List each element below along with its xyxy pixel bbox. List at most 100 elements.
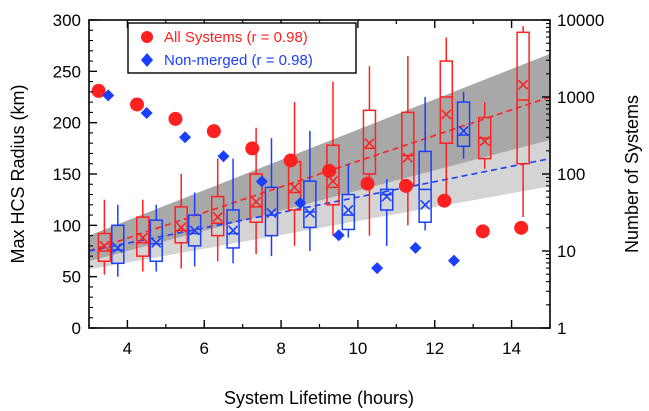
box-nonmerged-16 <box>264 138 279 257</box>
system-count-markers <box>91 83 529 275</box>
count-point-nonmerged <box>332 229 345 242</box>
count-point-all <box>322 163 337 178</box>
box-body <box>341 193 356 231</box>
y-tick-label: 0 <box>72 319 81 338</box>
count-point-all <box>206 124 221 139</box>
legend: All Systems (r = 0.98) Non-merged (r = 0… <box>127 22 357 74</box>
y-axis-title: Max HCS Radius (km) <box>8 84 28 263</box>
box-body <box>149 219 163 263</box>
box-mean-marker <box>441 109 452 120</box>
y2-axis-title: Number of Systems <box>622 95 642 253</box>
box-mean-marker <box>99 240 110 251</box>
count-point-nonmerged <box>140 106 153 119</box>
box-nonmerged-20 <box>418 97 432 231</box>
box-mean-marker <box>137 232 148 243</box>
fit-lines <box>89 96 550 252</box>
box-mean-marker <box>189 225 200 236</box>
box-body <box>97 232 112 263</box>
count-point-nonmerged <box>447 254 460 267</box>
box-mean-marker <box>176 222 187 233</box>
legend-label-all: All Systems (r = 0.98) <box>164 29 308 46</box>
box-mean-marker <box>381 191 392 202</box>
count-point-all <box>475 224 490 239</box>
count-point-all <box>514 220 529 235</box>
band-dark <box>89 53 550 262</box>
box-body <box>187 214 202 247</box>
y-tick-label: 200 <box>53 114 81 133</box>
box-mean-marker <box>518 79 529 90</box>
box-body <box>111 224 125 265</box>
count-point-all <box>168 111 183 126</box>
box-mean-marker <box>289 182 300 193</box>
box-body <box>379 188 394 211</box>
box-all-0 <box>97 199 112 275</box>
box-mean-marker <box>227 225 239 236</box>
box-body <box>210 195 225 237</box>
y2-tick-label: 10000 <box>557 11 604 30</box>
box-body <box>516 31 530 165</box>
y-tick-label: 100 <box>53 216 81 235</box>
box-mean-marker <box>304 207 315 219</box>
y-tick-label: 250 <box>53 62 81 81</box>
x-tick-label: 8 <box>276 339 285 358</box>
legend-label-nonmerged: Non-merged (r = 0.98) <box>164 52 313 69</box>
count-point-all <box>398 178 413 193</box>
box-nonmerged-19 <box>379 179 394 246</box>
count-point-all <box>91 83 106 98</box>
count-point-nonmerged <box>217 150 230 163</box>
box-body <box>418 150 432 224</box>
box-plots <box>97 26 530 277</box>
count-point-nonmerged <box>179 131 192 144</box>
count-point-nonmerged <box>255 175 268 188</box>
count-point-nonmerged <box>409 241 422 254</box>
box-mean-marker <box>327 176 339 187</box>
count-point-all <box>360 176 375 191</box>
box-mean-marker <box>212 212 223 223</box>
box-mean-marker <box>266 207 277 219</box>
box-mean-marker <box>402 152 413 163</box>
box-mean-marker <box>251 196 262 207</box>
box-mean-marker <box>458 125 469 136</box>
x-tick-label: 12 <box>425 339 444 358</box>
count-point-all <box>130 97 145 112</box>
box-mean-marker <box>151 237 162 248</box>
x-axis-title: System Lifetime (hours) <box>224 388 414 408</box>
count-point-nonmerged <box>102 89 115 102</box>
box-all-11 <box>516 26 530 218</box>
box-mean-marker <box>364 138 375 149</box>
x-tick-label: 4 <box>123 339 132 358</box>
x-tick-label: 14 <box>502 339 521 358</box>
box-body <box>264 186 279 237</box>
count-point-all <box>437 193 452 208</box>
box-body <box>456 101 471 148</box>
x-tick-label: 10 <box>348 339 367 358</box>
fit-line-nonmerged <box>89 157 550 252</box>
box-body <box>439 60 454 144</box>
box-body <box>249 173 263 224</box>
box-all-3 <box>210 158 225 262</box>
count-point-nonmerged <box>371 262 384 275</box>
count-point-all <box>245 141 260 156</box>
box-mean-marker <box>343 204 354 215</box>
x-tick-label: 6 <box>200 339 209 358</box>
y-tick-label: 300 <box>53 11 81 30</box>
box-nonmerged-21 <box>456 91 471 159</box>
box-body <box>226 209 240 249</box>
box-mean-marker <box>420 199 431 210</box>
x-axis: 4 6 8 10 12 14 <box>88 20 551 358</box>
legend-box <box>127 22 357 74</box>
y-tick-label: 50 <box>62 268 81 287</box>
box-all-10 <box>477 102 492 169</box>
fit-line-all <box>89 96 550 252</box>
y-axis: 0 50 100 150 200 250 300 <box>53 11 97 338</box>
box-mean-marker <box>479 136 490 147</box>
box-all-1 <box>136 199 150 272</box>
box-nonmerged-15 <box>226 158 240 264</box>
legend-circle-icon <box>141 31 153 43</box>
box-nonmerged-13 <box>149 204 163 272</box>
legend-diamond-icon <box>141 53 153 67</box>
y2-tick-label: 1000 <box>557 88 595 107</box>
y2-tick-label: 100 <box>557 165 585 184</box>
box-nonmerged-18 <box>341 163 356 238</box>
